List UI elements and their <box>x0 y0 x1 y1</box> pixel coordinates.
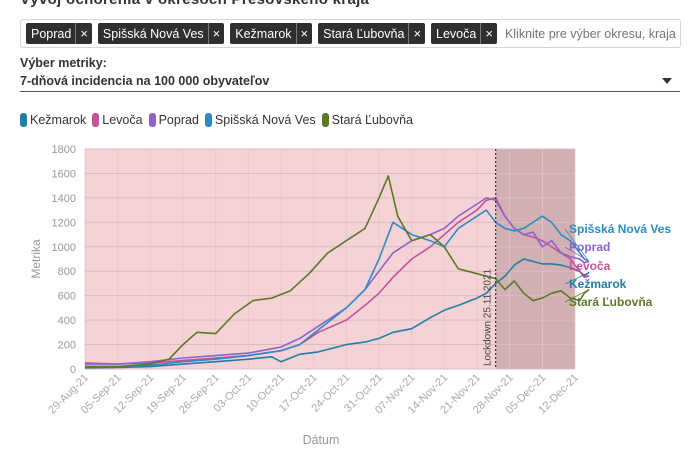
incidence-line-chart: 02004006008001000120014001600180029-Aug-… <box>29 144 671 447</box>
legend-item-spisska-nova-ves[interactable]: Spišská Nová Ves <box>204 113 316 127</box>
chevron-down-icon <box>662 77 672 84</box>
district-selector[interactable]: Poprad × Spišská Nová Ves × Kežmarok × S… <box>20 19 681 48</box>
series-line <box>85 197 590 365</box>
series-line <box>85 175 590 368</box>
legend-label: Spišská Nová Ves <box>214 113 316 127</box>
metric-select[interactable]: 7-dňová incidencia na 100 000 obyvateľov <box>20 70 680 92</box>
legend-swatch <box>20 113 27 127</box>
chart-legend: Kežmarok Levoča Poprad Spišská Nová Ves … <box>20 113 413 127</box>
end-label: Poprad <box>569 240 610 254</box>
legend-item-levoca[interactable]: Levoča <box>92 113 143 127</box>
legend-swatch <box>92 113 100 127</box>
metric-label: Výber metriky: <box>20 56 107 70</box>
chip-poprad: Poprad × <box>26 23 92 44</box>
y-tick-label: 200 <box>58 340 76 352</box>
legend-item-kezmarok[interactable]: Kežmarok <box>20 113 86 127</box>
y-tick-label: 1200 <box>52 217 76 229</box>
chip-spisska-nova-ves: Spišská Nová Ves × <box>97 23 225 44</box>
legend-label: Kežmarok <box>30 113 87 127</box>
end-label: Kežmarok <box>569 277 627 291</box>
y-tick-label: 600 <box>58 291 76 303</box>
chip-label: Levoča <box>436 26 477 41</box>
x-axis-title: Dátum <box>303 433 340 447</box>
pre-lockdown-region <box>85 149 496 369</box>
y-tick-label: 1400 <box>52 193 76 205</box>
chip-label: Stará Ľubovňa <box>323 26 405 41</box>
legend-swatch <box>148 113 156 127</box>
legend-swatch <box>321 113 329 127</box>
y-tick-label: 1000 <box>52 242 76 254</box>
legend-swatch <box>204 113 212 127</box>
end-label-connector <box>564 272 590 285</box>
metric-selected-value: 7-dňová incidencia na 100 000 obyvateľov <box>20 73 270 88</box>
legend-item-poprad[interactable]: Poprad <box>148 113 199 127</box>
lockdown-region <box>495 149 575 369</box>
page-title-cropped: Vývoj ochorenia v okresoch Prešovského k… <box>20 0 680 8</box>
y-tick-label: 1800 <box>52 144 76 156</box>
legend-item-stara-lubovna[interactable]: Stará Ľubovňa <box>321 113 413 127</box>
district-search-input[interactable] <box>502 26 680 41</box>
lockdown-annotation: Lockdown 25.11.2021 <box>483 268 494 366</box>
chip-remove-icon[interactable]: × <box>480 23 497 44</box>
chip-stara-lubovna: Stará Ľubovňa × <box>318 23 426 44</box>
series-line <box>84 258 590 369</box>
y-tick-label: 800 <box>58 266 76 278</box>
chip-remove-icon[interactable]: × <box>408 23 425 44</box>
end-label: Levoča <box>569 259 611 273</box>
chip-remove-icon[interactable]: × <box>207 23 225 44</box>
end-label-connector <box>564 289 590 303</box>
chip-label: Spišská Nová Ves <box>102 26 204 41</box>
chip-label: Poprad <box>31 26 72 41</box>
chip-kezmarok: Kežmarok × <box>230 23 313 44</box>
end-label-connector <box>564 228 590 262</box>
end-label-connector <box>564 246 590 262</box>
legend-label: Poprad <box>158 113 199 127</box>
y-axis-title: Metrika <box>29 239 43 279</box>
chip-levoca: Levoča × <box>431 23 497 44</box>
legend-label: Levoča <box>102 113 143 127</box>
legend-label: Stará Ľubovňa <box>331 113 413 127</box>
y-tick-label: 1600 <box>52 168 76 180</box>
end-label: Spišská Nová Ves <box>569 222 671 236</box>
chip-label: Kežmarok <box>235 26 292 41</box>
chip-remove-icon[interactable]: × <box>295 23 313 44</box>
chip-remove-icon[interactable]: × <box>75 23 92 44</box>
end-label: Stará Ľubovňa <box>569 295 653 309</box>
y-tick-label: 400 <box>58 315 76 327</box>
y-tick-label: 0 <box>70 364 76 376</box>
